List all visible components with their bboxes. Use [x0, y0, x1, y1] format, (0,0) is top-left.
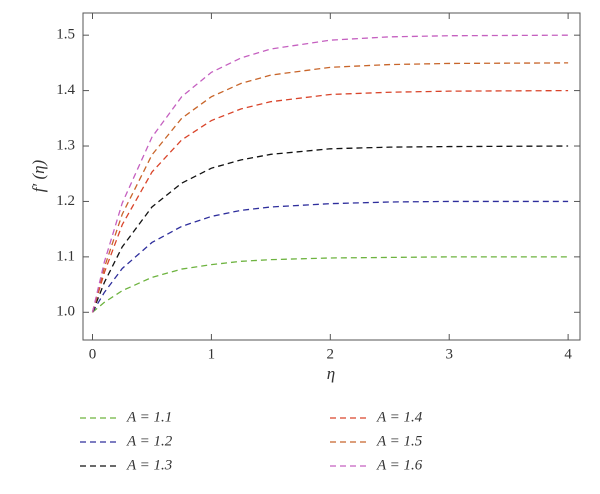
x-axis-label: η: [327, 364, 335, 383]
legend-label: A = 1.2: [126, 433, 173, 449]
y-tick-label: 1.0: [56, 304, 75, 320]
x-tick-label: 4: [564, 346, 572, 362]
line: [91, 200, 569, 313]
y-tick-label: 1.4: [56, 82, 75, 98]
legend-label: A = 1.5: [376, 433, 423, 449]
y-tick-label: 1.2: [56, 193, 75, 209]
y-tick-label: 1.5: [56, 27, 75, 43]
x-tick-label: 1: [208, 346, 216, 362]
line: [91, 62, 569, 313]
line: [91, 89, 569, 313]
legend-label: A = 1.1: [126, 409, 172, 425]
x-tick-label: 3: [445, 346, 453, 362]
legend-label: A = 1.4: [376, 409, 423, 425]
x-tick-label: 2: [327, 346, 335, 362]
line: [91, 145, 569, 313]
x-tick-label: 0: [89, 346, 97, 362]
legend-label: A = 1.6: [376, 457, 423, 473]
plot-frame: [82, 12, 581, 341]
line: [92, 256, 569, 313]
line: [91, 34, 569, 313]
y-tick-label: 1.3: [56, 137, 75, 153]
y-tick-label: 1.1: [56, 248, 75, 264]
legend-label: A = 1.3: [126, 457, 172, 473]
y-axis-label: f′ (η): [29, 159, 48, 192]
